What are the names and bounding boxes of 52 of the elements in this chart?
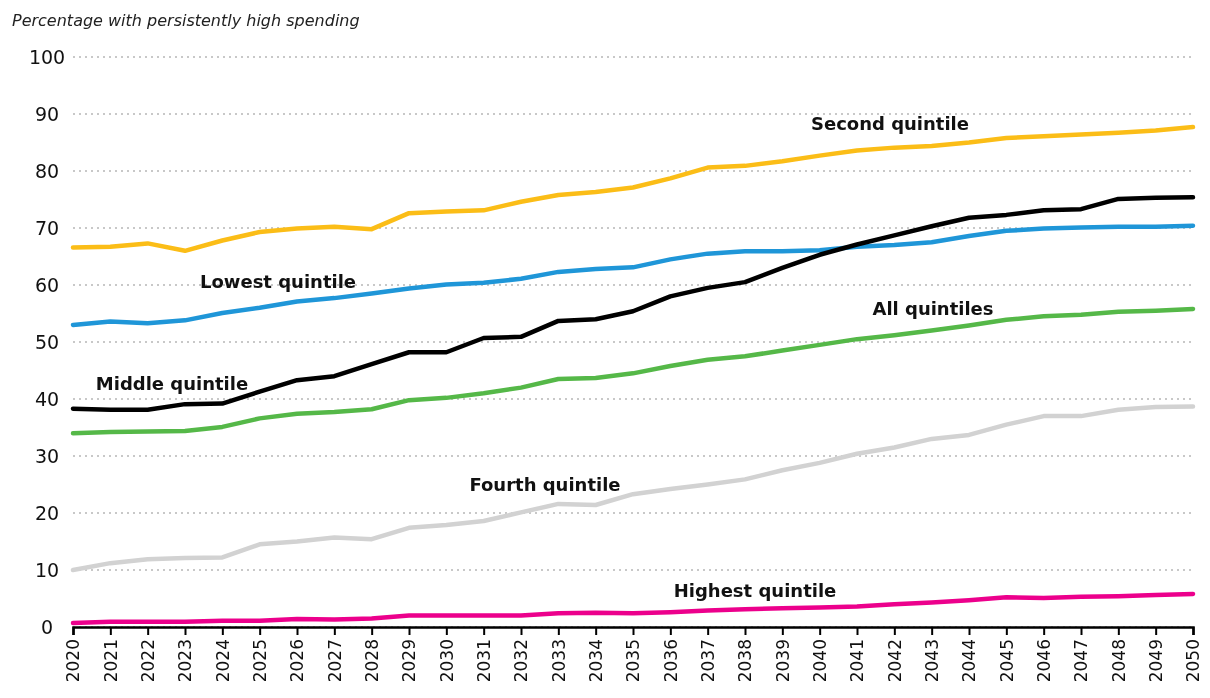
series-label: Middle quintile — [95, 373, 249, 394]
x-tick-label: 2029 — [399, 639, 420, 683]
y-tick-label: 90 — [34, 102, 60, 125]
series-label: Second quintile — [810, 113, 970, 134]
x-tick-label: 2030 — [436, 639, 457, 683]
y-tick-label: 30 — [34, 444, 60, 467]
y-axis-title: Percentage with persistently high spending — [12, 11, 360, 30]
y-tick-label: 50 — [34, 330, 60, 353]
line-series — [70, 194, 1196, 413]
x-tick-label: 2043 — [922, 639, 943, 683]
x-tick-label: 2027 — [324, 639, 345, 683]
y-tick-label: 40 — [34, 387, 60, 410]
y-tick-label: 0 — [40, 615, 54, 638]
x-tick-label: 2032 — [511, 639, 532, 683]
x-tick-label: 2020 — [63, 639, 84, 683]
x-tick-label: 2025 — [250, 639, 271, 683]
x-tick-label: 2035 — [623, 639, 644, 683]
x-tick-label: 2040 — [810, 639, 831, 683]
x-tick-label: 2046 — [1034, 639, 1055, 683]
x-tick-label: 2041 — [847, 639, 868, 683]
x-tick-label: 2024 — [212, 639, 233, 683]
x-tick-label: 2039 — [772, 639, 793, 683]
series-label: Highest quintile — [673, 580, 837, 601]
line-series — [70, 223, 1196, 328]
x-tick-label: 2047 — [1071, 639, 1092, 683]
y-tick-label: 20 — [34, 501, 60, 524]
x-tick-label: 2045 — [996, 639, 1017, 683]
x-tick-label: 2026 — [287, 639, 308, 683]
series-label: All quintiles — [872, 298, 994, 319]
x-tick-label: 2042 — [884, 639, 905, 683]
x-tick-label: 2048 — [1108, 639, 1129, 683]
x-tick-label: 2037 — [698, 639, 719, 683]
x-tick-label: 2036 — [660, 639, 681, 683]
x-tick-label: 2023 — [175, 639, 196, 683]
x-tick-label: 2022 — [138, 639, 159, 683]
y-tick-label: 10 — [34, 558, 60, 581]
x-tick-label: 2031 — [474, 639, 495, 683]
x-tick-label: 2033 — [548, 639, 569, 683]
y-tick-label: 80 — [34, 159, 60, 182]
y-tick-label: 60 — [34, 273, 60, 296]
series-label: Lowest quintile — [199, 271, 357, 292]
x-tick-label: 2028 — [362, 639, 383, 683]
x-tick-label: 2021 — [100, 639, 121, 683]
x-tick-label: 2034 — [586, 639, 607, 683]
x-tick-label: 2050 — [1183, 639, 1204, 683]
line-series — [70, 404, 1196, 573]
x-tick-label: 2038 — [735, 639, 756, 683]
y-tick-label: 70 — [34, 216, 60, 239]
y-tick-label: 100 — [28, 45, 66, 68]
x-tick-label: 2049 — [1146, 639, 1167, 683]
series-label: Fourth quintile — [469, 474, 621, 495]
x-tick-label: 2044 — [959, 639, 980, 683]
